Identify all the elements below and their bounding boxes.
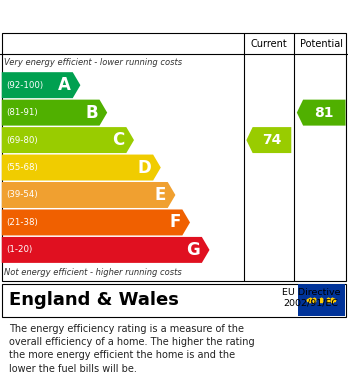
Text: D: D (137, 158, 151, 177)
Text: A: A (58, 76, 71, 94)
Text: 81: 81 (315, 106, 334, 120)
Text: Not energy efficient - higher running costs: Not energy efficient - higher running co… (4, 268, 182, 277)
Text: Potential: Potential (300, 39, 342, 48)
Text: Energy Efficiency Rating: Energy Efficiency Rating (10, 10, 231, 25)
Text: EU Directive
2002/91/EC: EU Directive 2002/91/EC (282, 289, 340, 308)
Text: E: E (155, 186, 166, 204)
Text: (1-20): (1-20) (6, 246, 32, 255)
Text: B: B (85, 104, 98, 122)
Text: (21-38): (21-38) (6, 218, 38, 227)
Text: F: F (169, 213, 181, 231)
Text: The energy efficiency rating is a measure of the
overall efficiency of a home. T: The energy efficiency rating is a measur… (9, 324, 254, 374)
Polygon shape (297, 100, 346, 126)
Text: 74: 74 (262, 133, 282, 147)
Text: (81-91): (81-91) (6, 108, 38, 117)
Polygon shape (2, 237, 209, 263)
Text: (92-100): (92-100) (6, 81, 44, 90)
Text: England & Wales: England & Wales (9, 291, 179, 309)
Polygon shape (246, 127, 291, 153)
Bar (298, 284, 345, 316)
Polygon shape (2, 210, 190, 235)
Text: G: G (186, 241, 200, 259)
Text: (39-54): (39-54) (6, 190, 38, 199)
Text: Current: Current (251, 39, 287, 48)
Text: Very energy efficient - lower running costs: Very energy efficient - lower running co… (4, 58, 182, 67)
Polygon shape (2, 182, 175, 208)
Polygon shape (2, 72, 80, 98)
Bar (2, 283, 346, 317)
Polygon shape (2, 127, 134, 153)
Text: (69-80): (69-80) (6, 136, 38, 145)
Text: (55-68): (55-68) (6, 163, 38, 172)
Text: C: C (112, 131, 125, 149)
Polygon shape (2, 100, 107, 126)
Polygon shape (2, 154, 161, 181)
